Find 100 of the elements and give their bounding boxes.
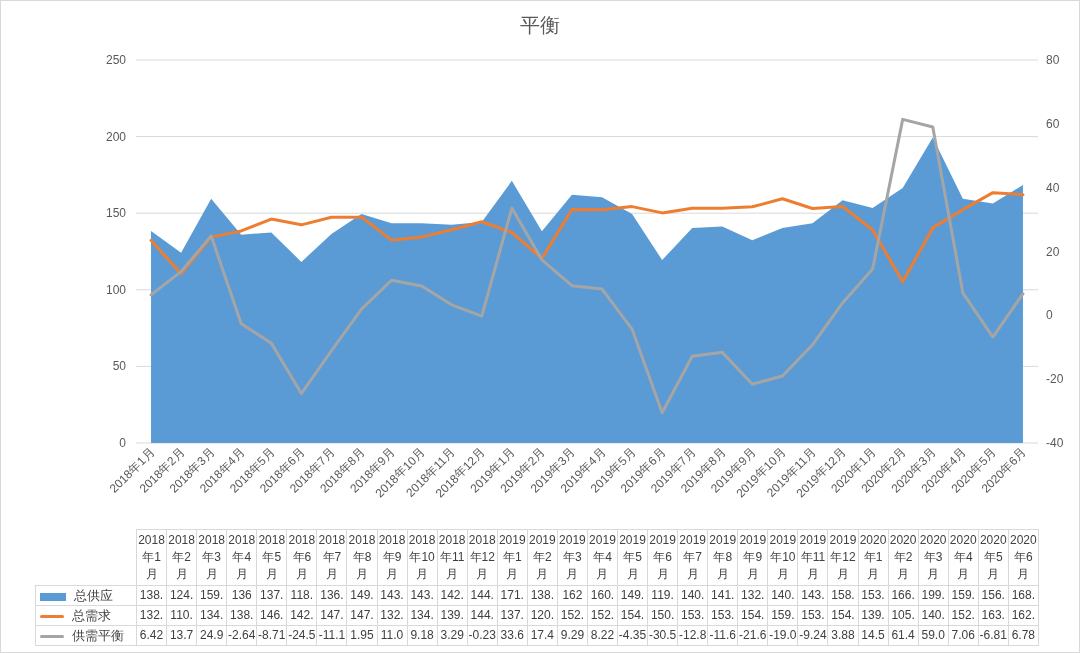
data-label: -30.5 <box>647 625 678 646</box>
category-label: 2018年2月 <box>168 533 195 581</box>
data-label: 146. <box>256 605 287 626</box>
data-label: 142. <box>286 605 317 626</box>
data-label: 144. <box>467 585 498 606</box>
data-label: 156. <box>978 585 1009 606</box>
data-label: 162. <box>1008 605 1039 626</box>
data-label: 147. <box>316 605 347 626</box>
y2-tick-label: 80 <box>1046 53 1060 67</box>
category-label: 2020年2月 <box>889 533 917 581</box>
chart-title: 平衡 <box>520 14 560 36</box>
category-label: 2020年6月 <box>1009 533 1037 581</box>
category-label: 2018年10月 <box>408 533 436 581</box>
data-label: 153. <box>858 585 889 606</box>
data-label: 159. <box>767 605 798 626</box>
data-label: -24.5 <box>286 625 317 646</box>
data-label: 168. <box>1008 585 1039 606</box>
y-tick-label: 0 <box>119 436 127 450</box>
data-label: 24.9 <box>196 625 227 646</box>
category-label: 2018年9月 <box>378 533 406 581</box>
data-label: 140. <box>677 585 708 606</box>
category-label: 2018年7月 <box>318 533 346 581</box>
category-label: 2019年3月 <box>559 533 586 581</box>
y2-tick-label: 60 <box>1046 116 1060 131</box>
data-label: -11.1 <box>316 625 347 646</box>
data-label: 139. <box>437 605 468 626</box>
data-label: 136. <box>316 585 347 606</box>
data-label: 141. <box>707 585 738 606</box>
data-label: 138. <box>136 585 167 606</box>
y-tick-label: 150 <box>105 206 127 221</box>
data-label: -19.0 <box>767 625 798 646</box>
data-label: 160. <box>587 585 618 606</box>
category-label: 2018年3月 <box>198 533 225 581</box>
data-label: -0.23 <box>467 625 498 646</box>
data-label: 6.42 <box>136 625 167 646</box>
category-label: 2019年6月 <box>649 533 676 581</box>
data-label: 132. <box>377 605 408 626</box>
data-label: 138. <box>527 585 558 606</box>
data-label: 162 <box>557 585 588 606</box>
data-label: 59.0 <box>918 625 949 646</box>
category-label: 2018年5月 <box>258 533 286 581</box>
data-label: 3.88 <box>827 625 858 646</box>
data-label: 143. <box>377 585 408 606</box>
data-label: -2.64 <box>226 625 257 646</box>
data-label: 159. <box>196 585 227 606</box>
data-label: 149. <box>346 585 377 606</box>
data-label: 134. <box>407 605 438 626</box>
category-label: 2019年8月 <box>709 533 737 581</box>
data-label: 166. <box>888 585 919 606</box>
data-label: 9.18 <box>407 625 438 646</box>
y-tick-label: 100 <box>105 282 127 297</box>
data-label: 7.06 <box>948 625 979 646</box>
category-label: 2019年5月 <box>619 533 646 581</box>
data-label: 154. <box>737 605 768 626</box>
data-label: 14.5 <box>858 625 889 646</box>
data-label: 119. <box>647 585 678 606</box>
data-label: 140. <box>767 585 798 606</box>
data-label: 153. <box>707 605 738 626</box>
category-label: 2019年7月 <box>679 533 706 581</box>
data-label: 153. <box>677 605 708 626</box>
category-label: 2020年1月 <box>859 533 887 581</box>
data-label: -4.35 <box>617 625 648 646</box>
data-label: 6.78 <box>1008 625 1039 646</box>
y-tick-label: 250 <box>105 53 127 67</box>
data-label: 163. <box>978 605 1009 626</box>
data-label: 105. <box>888 605 919 626</box>
data-label: 120. <box>527 605 558 626</box>
category-label: 2018年1月 <box>138 533 165 581</box>
data-label: 153. <box>797 605 828 626</box>
legend-label: 供需平衡 <box>35 625 137 646</box>
data-label: 142. <box>437 585 468 606</box>
data-label: 137. <box>497 605 528 626</box>
y2-tick-label: 40 <box>1046 180 1060 195</box>
data-label: 152. <box>587 605 618 626</box>
data-label: 140. <box>918 605 949 626</box>
y-tick-label: 200 <box>105 129 127 144</box>
category-label: 2018年6月 <box>288 533 316 581</box>
data-label: 118. <box>286 585 317 606</box>
data-label: 152. <box>948 605 979 626</box>
data-label: 171. <box>497 585 528 606</box>
data-label: 61.4 <box>888 625 919 646</box>
y2-tick-label: 20 <box>1046 244 1060 259</box>
legend-label: 总需求 <box>35 605 137 626</box>
line-series <box>149 117 1025 415</box>
data-label: 3.29 <box>437 625 468 646</box>
data-label: 33.6 <box>497 625 528 646</box>
data-label: -8.71 <box>256 625 287 646</box>
data-label: 134. <box>196 605 227 626</box>
legend-label: 总供应 <box>35 585 137 606</box>
category-label: 2019年11月 <box>799 533 827 581</box>
data-label: 8.22 <box>587 625 618 646</box>
data-label: 136 <box>226 585 257 606</box>
data-label: 138. <box>226 605 257 626</box>
category-label: 2018年8月 <box>348 533 376 581</box>
y2-tick-label: 0 <box>1046 308 1053 323</box>
data-label: -21.6 <box>737 625 768 646</box>
category-label: 2019年4月 <box>589 533 616 581</box>
data-label: 139. <box>858 605 889 626</box>
category-label: 2020年4月 <box>949 533 977 581</box>
data-label: 132. <box>136 605 167 626</box>
